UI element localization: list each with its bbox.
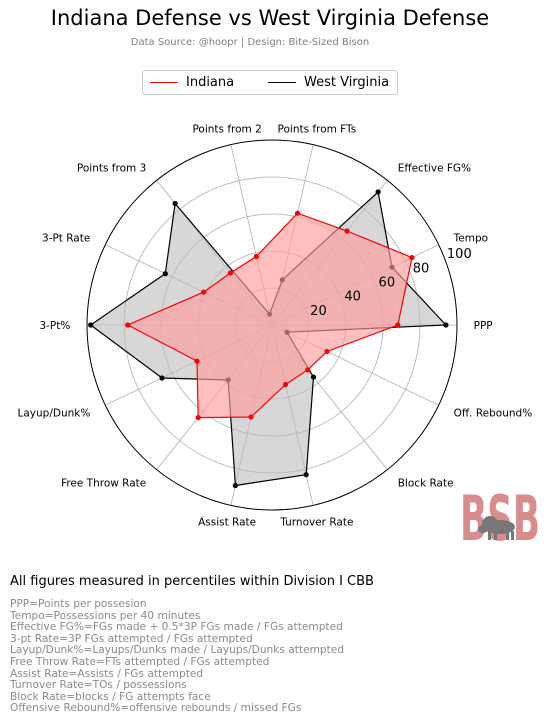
note-line: Block Rate=blocks / FG attempts face bbox=[10, 690, 211, 703]
radar-point-west-virginia bbox=[172, 200, 178, 207]
legend-item-indiana: Indiana bbox=[150, 75, 234, 90]
radar-point-indiana bbox=[227, 270, 234, 276]
radial-tick-label: 60 bbox=[379, 276, 396, 291]
legend: Indiana West Virginia bbox=[142, 70, 398, 95]
radial-tick-label: 20 bbox=[310, 304, 327, 319]
note-line: Assist Rate=Assists / FGs attempted bbox=[10, 667, 204, 680]
radar-point-indiana bbox=[409, 254, 415, 261]
radar-point-indiana bbox=[344, 228, 350, 234]
radar-point-west-virginia bbox=[303, 472, 309, 478]
legend-label-west-virginia: West Virginia bbox=[304, 75, 390, 90]
category-label: Off. Rebound% bbox=[454, 407, 533, 419]
radar-point-indiana bbox=[294, 210, 301, 216]
bsb-logo: BSB bbox=[460, 485, 540, 545]
note-line: PPP=Points per possesion bbox=[10, 598, 147, 610]
radar-series bbox=[88, 189, 449, 489]
radar-point-indiana bbox=[305, 367, 311, 373]
radar-point-west-virginia bbox=[88, 322, 94, 328]
radar-point-west-virginia bbox=[162, 271, 168, 277]
legend-swatch-indiana bbox=[150, 82, 178, 83]
radar-point-indiana bbox=[324, 348, 330, 355]
radar-point-west-virginia bbox=[375, 189, 381, 195]
radar-point-indiana bbox=[195, 414, 201, 421]
category-label: Free Throw Rate bbox=[61, 478, 146, 490]
logo-text: BSB bbox=[460, 485, 540, 545]
radar-chart: 20 40 60 80 100 PPP Tempo Effective FG% Points f… bbox=[18, 123, 533, 528]
note-line: Turnover Rate=TOs / possessions bbox=[10, 679, 187, 692]
radar-point-west-virginia bbox=[232, 482, 238, 489]
notes-heading: All figures measured in percentiles with… bbox=[10, 574, 374, 589]
radar-point-indiana bbox=[395, 322, 401, 328]
legend-item-west-virginia: West Virginia bbox=[268, 75, 389, 90]
note-line: 3-pt Rate=3P FGs attempted / FGs attempt… bbox=[10, 632, 253, 645]
radar-point-indiana bbox=[248, 414, 254, 420]
chart-subtitle: Data Source: @hoopr | Design: Bite-Sized… bbox=[130, 37, 370, 48]
category-label: Effective FG% bbox=[398, 162, 471, 174]
radar-point-west-virginia bbox=[443, 322, 449, 328]
note-line: Layup/Dunk%=Layups/Dunks made / Layups/D… bbox=[10, 644, 345, 657]
category-label: 3-Pt% bbox=[39, 320, 70, 332]
category-label: Points from 3 bbox=[77, 162, 146, 174]
notes-list: PPP=Points per possesion Tempo=Possession… bbox=[10, 598, 345, 715]
legend-swatch-west-virginia bbox=[268, 82, 296, 83]
legend-label-indiana: Indiana bbox=[186, 75, 235, 90]
category-label: Points from FTs bbox=[278, 123, 357, 135]
radar-labels: 20 40 60 80 100 PPP Tempo Effective FG% Points f… bbox=[18, 123, 533, 528]
category-label: Tempo bbox=[453, 233, 488, 245]
radial-tick-label: 40 bbox=[344, 290, 361, 305]
category-label: Assist Rate bbox=[198, 517, 256, 529]
radar-point-indiana bbox=[253, 253, 259, 260]
category-label: Block Rate bbox=[398, 478, 454, 490]
radar-point-west-virginia bbox=[310, 374, 317, 380]
note-line: Offensive Rebound%=offensive rebounds / … bbox=[10, 702, 302, 715]
bison-icon bbox=[478, 516, 515, 540]
category-label: Points from 2 bbox=[192, 123, 261, 135]
radial-tick-label: 80 bbox=[413, 261, 430, 276]
radar-ring bbox=[86, 139, 458, 511]
radar-point-indiana bbox=[282, 381, 289, 388]
radar-point-west-virginia bbox=[159, 375, 165, 381]
note-line: Effective FG%=FGs made + 0.5*3P FGs made… bbox=[10, 621, 343, 634]
category-label: Turnover Rate bbox=[279, 517, 353, 529]
radar-point-indiana bbox=[125, 322, 131, 328]
chart-title: Indiana Defense vs West Virginia Defense bbox=[50, 6, 490, 30]
note-line: Tempo=Possessions per 40 minutes bbox=[10, 609, 201, 622]
category-label: 3-Pt Rate bbox=[42, 233, 90, 245]
radar-point-indiana bbox=[194, 358, 200, 364]
note-line: Free Throw Rate=FTs attempted / FGs atte… bbox=[10, 655, 270, 668]
category-label: Layup/Dunk% bbox=[18, 407, 91, 419]
category-label: PPP bbox=[474, 320, 493, 332]
radar-point-indiana bbox=[201, 289, 207, 295]
radial-tick-label: 100 bbox=[447, 247, 472, 262]
